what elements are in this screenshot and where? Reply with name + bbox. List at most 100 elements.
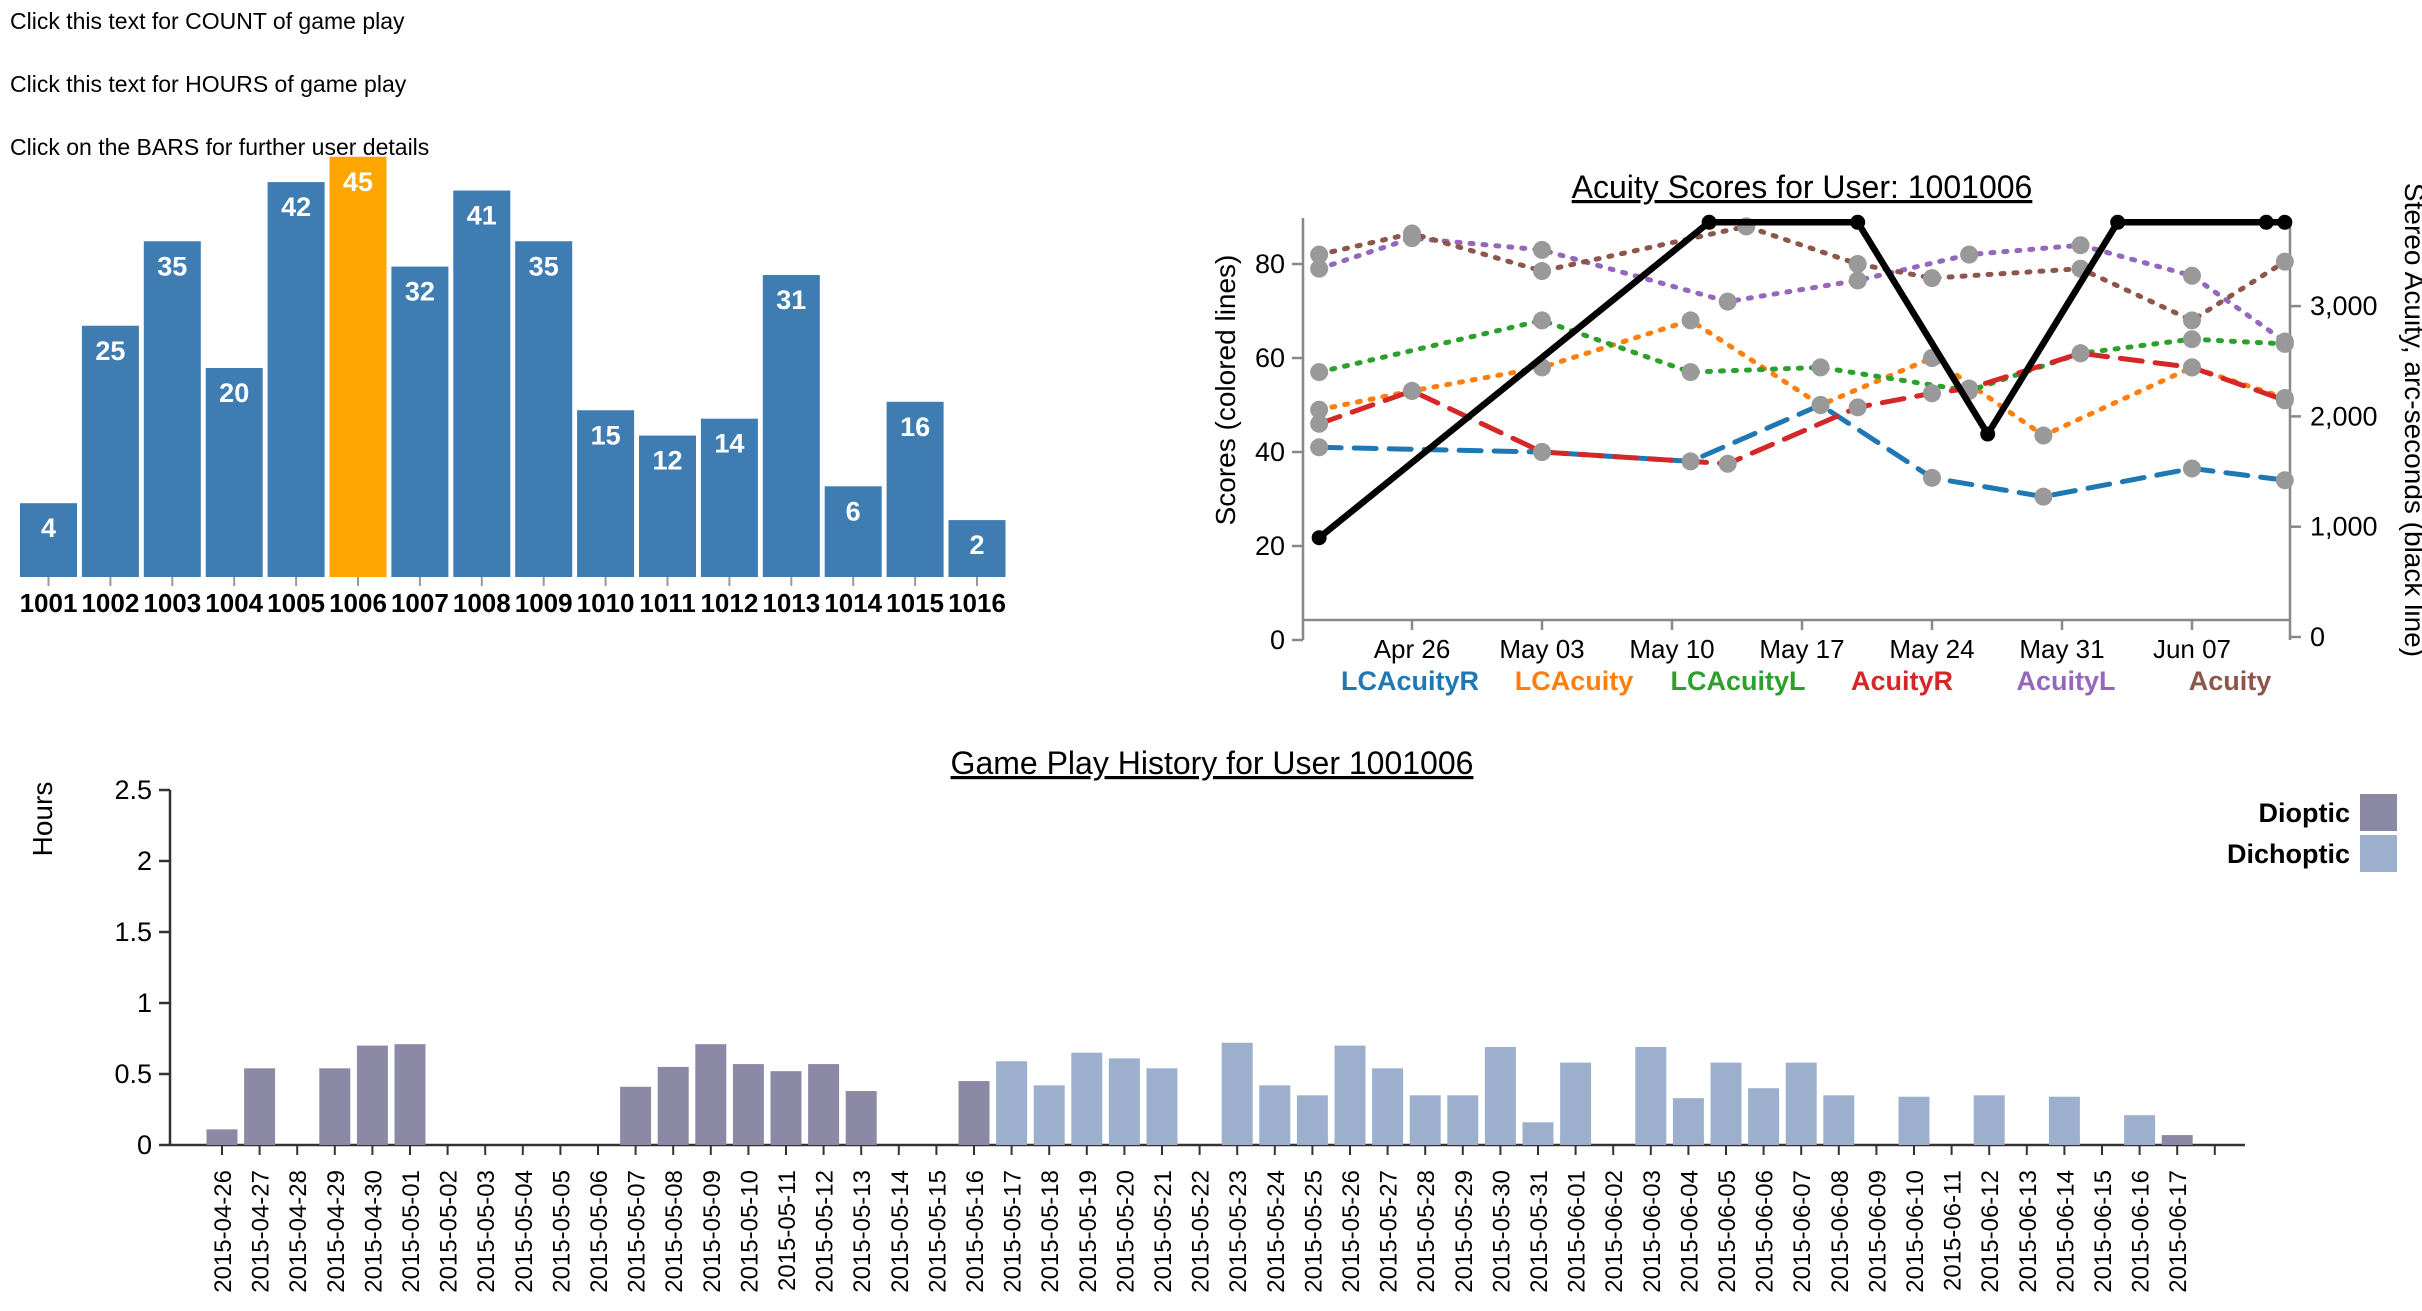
gameplay-bar-2015-06-03 <box>1635 1047 1667 1145</box>
gameplay-x-label-2015-05-06: 2015-05-06 <box>586 1170 613 1293</box>
gameplay-bar-2015-05-19 <box>1071 1052 1103 1145</box>
acuity-legend-LCAcuityL: LCAcuityL <box>1671 666 1806 696</box>
gameplay-bar-2015-05-23 <box>1221 1042 1253 1145</box>
acuity-point-LCAcuity <box>1811 396 1830 414</box>
gameplay-bar-2015-06-12 <box>1973 1095 2005 1145</box>
gameplay-x-label-2015-06-05: 2015-06-05 <box>1714 1170 1741 1293</box>
acuity-point-Acuity <box>1532 262 1551 281</box>
gameplay-bar-chart: Game Play History for User 1001006 Hours… <box>27 745 2397 1293</box>
gameplay-x-label-2015-06-11: 2015-06-11 <box>1940 1170 1967 1291</box>
count-bar-value-1009: 35 <box>529 251 559 281</box>
gameplay-bar-2015-05-29 <box>1447 1095 1479 1145</box>
gameplay-y-axis-label: Hours <box>27 782 58 857</box>
gameplay-x-label-2015-06-02: 2015-06-02 <box>1601 1170 1628 1293</box>
gameplay-x-label-2015-05-23: 2015-05-23 <box>1225 1170 1252 1293</box>
gameplay-bar-2015-04-29 <box>319 1068 351 1145</box>
count-bar-value-1001: 4 <box>41 513 56 543</box>
count-bar-1001[interactable] <box>20 503 77 577</box>
gameplay-x-label-2015-05-18: 2015-05-18 <box>1037 1170 1064 1293</box>
acuity-chart-title: Acuity Scores for User: 1001006 <box>1572 169 2033 205</box>
gameplay-x-label-2015-05-03: 2015-05-03 <box>473 1170 500 1293</box>
count-bar-value-1011: 12 <box>652 446 682 476</box>
acuity-point-AcuityL <box>1532 240 1551 259</box>
gameplay-x-label-2015-05-25: 2015-05-25 <box>1300 1170 1327 1293</box>
count-bar-1012[interactable] <box>700 418 758 577</box>
acuity-point-LCAcuityL <box>1532 311 1551 330</box>
acuity-point-Acuity <box>1848 255 1867 273</box>
acuity-point-stereo <box>2258 214 2274 230</box>
acuity-x-tick-label: May 10 <box>1629 634 1714 664</box>
gameplay-x-label-2015-05-02: 2015-05-02 <box>436 1170 463 1293</box>
gameplay-bar-2015-05-30 <box>1484 1047 1516 1145</box>
count-axis-label-1014: 1014 <box>824 588 882 618</box>
gameplay-x-label-2015-05-26: 2015-05-26 <box>1338 1170 1365 1293</box>
count-bar-1014[interactable] <box>824 486 882 577</box>
gameplay-bar-2015-05-27 <box>1372 1068 1404 1145</box>
acuity-left-tick: 0 <box>1270 625 1285 655</box>
acuity-x-tick-label: Apr 26 <box>1374 634 1451 664</box>
count-bar-1009[interactable] <box>515 241 573 577</box>
count-axis-label-1015: 1015 <box>886 588 944 618</box>
count-bar-1015[interactable] <box>886 401 944 577</box>
acuity-point-AcuityL <box>2071 236 2090 255</box>
count-bar-1006[interactable] <box>329 156 387 577</box>
count-link[interactable]: Click this text for COUNT of game play <box>10 8 405 34</box>
acuity-point-AcuityL <box>2275 332 2294 351</box>
acuity-x-tick-label: May 24 <box>1889 634 1974 664</box>
gameplay-bar-2015-06-08 <box>1823 1095 1855 1145</box>
gameplay-y-tick: 0.5 <box>114 1059 152 1089</box>
count-bar-1011[interactable] <box>639 435 696 577</box>
acuity-legend-AcuityR: AcuityR <box>1851 666 1953 696</box>
acuity-x-tick-label: May 31 <box>2019 634 2104 664</box>
count-axis-label-1008: 1008 <box>453 588 511 618</box>
gameplay-bar-2015-05-25 <box>1296 1095 1328 1145</box>
gameplay-bar-2015-04-26 <box>206 1129 238 1145</box>
gameplay-x-label-2015-05-24: 2015-05-24 <box>1263 1170 1290 1293</box>
acuity-left-axis-label: Scores (colored lines) <box>1210 255 1241 526</box>
acuity-legend-LCAcuityR: LCAcuityR <box>1341 666 1479 696</box>
count-bar-1008[interactable] <box>453 190 511 578</box>
count-bar-1010[interactable] <box>577 410 635 577</box>
gameplay-bar-2015-05-26 <box>1334 1045 1366 1145</box>
acuity-point-LCAcuity <box>1681 311 1700 330</box>
acuity-point-LCAcuityR <box>2275 471 2294 490</box>
count-bar-value-1006: 45 <box>343 167 373 197</box>
count-bar-value-1014: 6 <box>846 496 861 526</box>
count-axis-label-1013: 1013 <box>762 588 820 618</box>
gameplay-legend-label-dichoptic: Dichoptic <box>2227 839 2350 869</box>
gameplay-x-label-2015-06-06: 2015-06-06 <box>1752 1170 1779 1293</box>
count-bar-1002[interactable] <box>81 325 139 577</box>
acuity-point-LCAcuityL <box>1310 363 1329 382</box>
count-bar-1004[interactable] <box>205 368 263 577</box>
hours-link[interactable]: Click this text for HOURS of game play <box>10 71 407 97</box>
gameplay-y-tick: 1 <box>137 988 152 1018</box>
acuity-point-AcuityR <box>2182 358 2201 377</box>
acuity-right-tick: 3,000 <box>2310 291 2378 321</box>
acuity-point-AcuityL <box>1718 292 1737 311</box>
acuity-point-LCAcuityR <box>2182 459 2201 478</box>
acuity-point-LCAcuityL <box>1681 363 1700 382</box>
count-bar-1007[interactable] <box>391 266 449 577</box>
count-bar-1003[interactable] <box>143 241 201 577</box>
acuity-point-stereo <box>2110 214 2126 230</box>
gameplay-x-label-2015-05-11: 2015-05-11 <box>774 1170 801 1291</box>
acuity-left-tick: 20 <box>1255 531 1285 561</box>
gameplay-bar-2015-05-07 <box>620 1086 652 1145</box>
count-axis-label-1012: 1012 <box>700 588 758 618</box>
gameplay-legend-label-dioptic: Dioptic <box>2259 798 2351 828</box>
gameplay-bar-2015-06-10 <box>1898 1096 1930 1145</box>
count-bar-1013[interactable] <box>762 275 820 577</box>
gameplay-x-label-2015-05-31: 2015-05-31 <box>1526 1170 1553 1293</box>
acuity-point-AcuityR <box>1848 398 1867 417</box>
gameplay-x-label-2015-05-15: 2015-05-15 <box>924 1170 951 1293</box>
count-bar-1005[interactable] <box>267 182 325 577</box>
count-bar-1016[interactable] <box>948 520 1006 577</box>
gameplay-bar-2015-05-10 <box>732 1064 764 1145</box>
gameplay-x-label-2015-04-27: 2015-04-27 <box>248 1170 275 1293</box>
gameplay-x-label-2015-05-27: 2015-05-27 <box>1376 1170 1403 1293</box>
count-bar-value-1010: 15 <box>591 420 621 450</box>
count-axis-label-1006: 1006 <box>329 588 387 618</box>
gameplay-x-label-2015-05-22: 2015-05-22 <box>1188 1170 1215 1293</box>
gameplay-bar-2015-05-11 <box>770 1071 802 1145</box>
acuity-x-tick-label: Jun 07 <box>2153 634 2231 664</box>
